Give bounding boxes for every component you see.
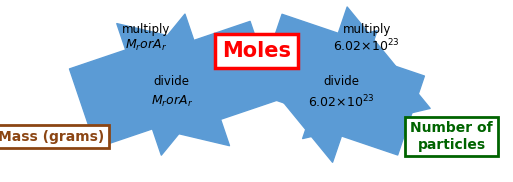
Text: $6.02{\times}10^{23}$: $6.02{\times}10^{23}$ xyxy=(333,37,400,54)
Text: $\mathit{M_r}\mathit{orA_r}$: $\mathit{M_r}\mathit{orA_r}$ xyxy=(151,94,193,109)
Text: $\mathit{M_r}\mathit{orA_r}$: $\mathit{M_r}\mathit{orA_r}$ xyxy=(125,38,167,53)
Text: divide: divide xyxy=(323,75,359,88)
Text: Number of
particles: Number of particles xyxy=(410,121,493,152)
Text: Moles: Moles xyxy=(222,41,291,61)
Text: $6.02{\times}10^{23}$: $6.02{\times}10^{23}$ xyxy=(308,94,374,110)
Text: multiply: multiply xyxy=(122,23,170,36)
Text: divide: divide xyxy=(154,75,190,88)
Text: Mass (grams): Mass (grams) xyxy=(0,130,105,143)
Text: multiply: multiply xyxy=(343,23,391,36)
